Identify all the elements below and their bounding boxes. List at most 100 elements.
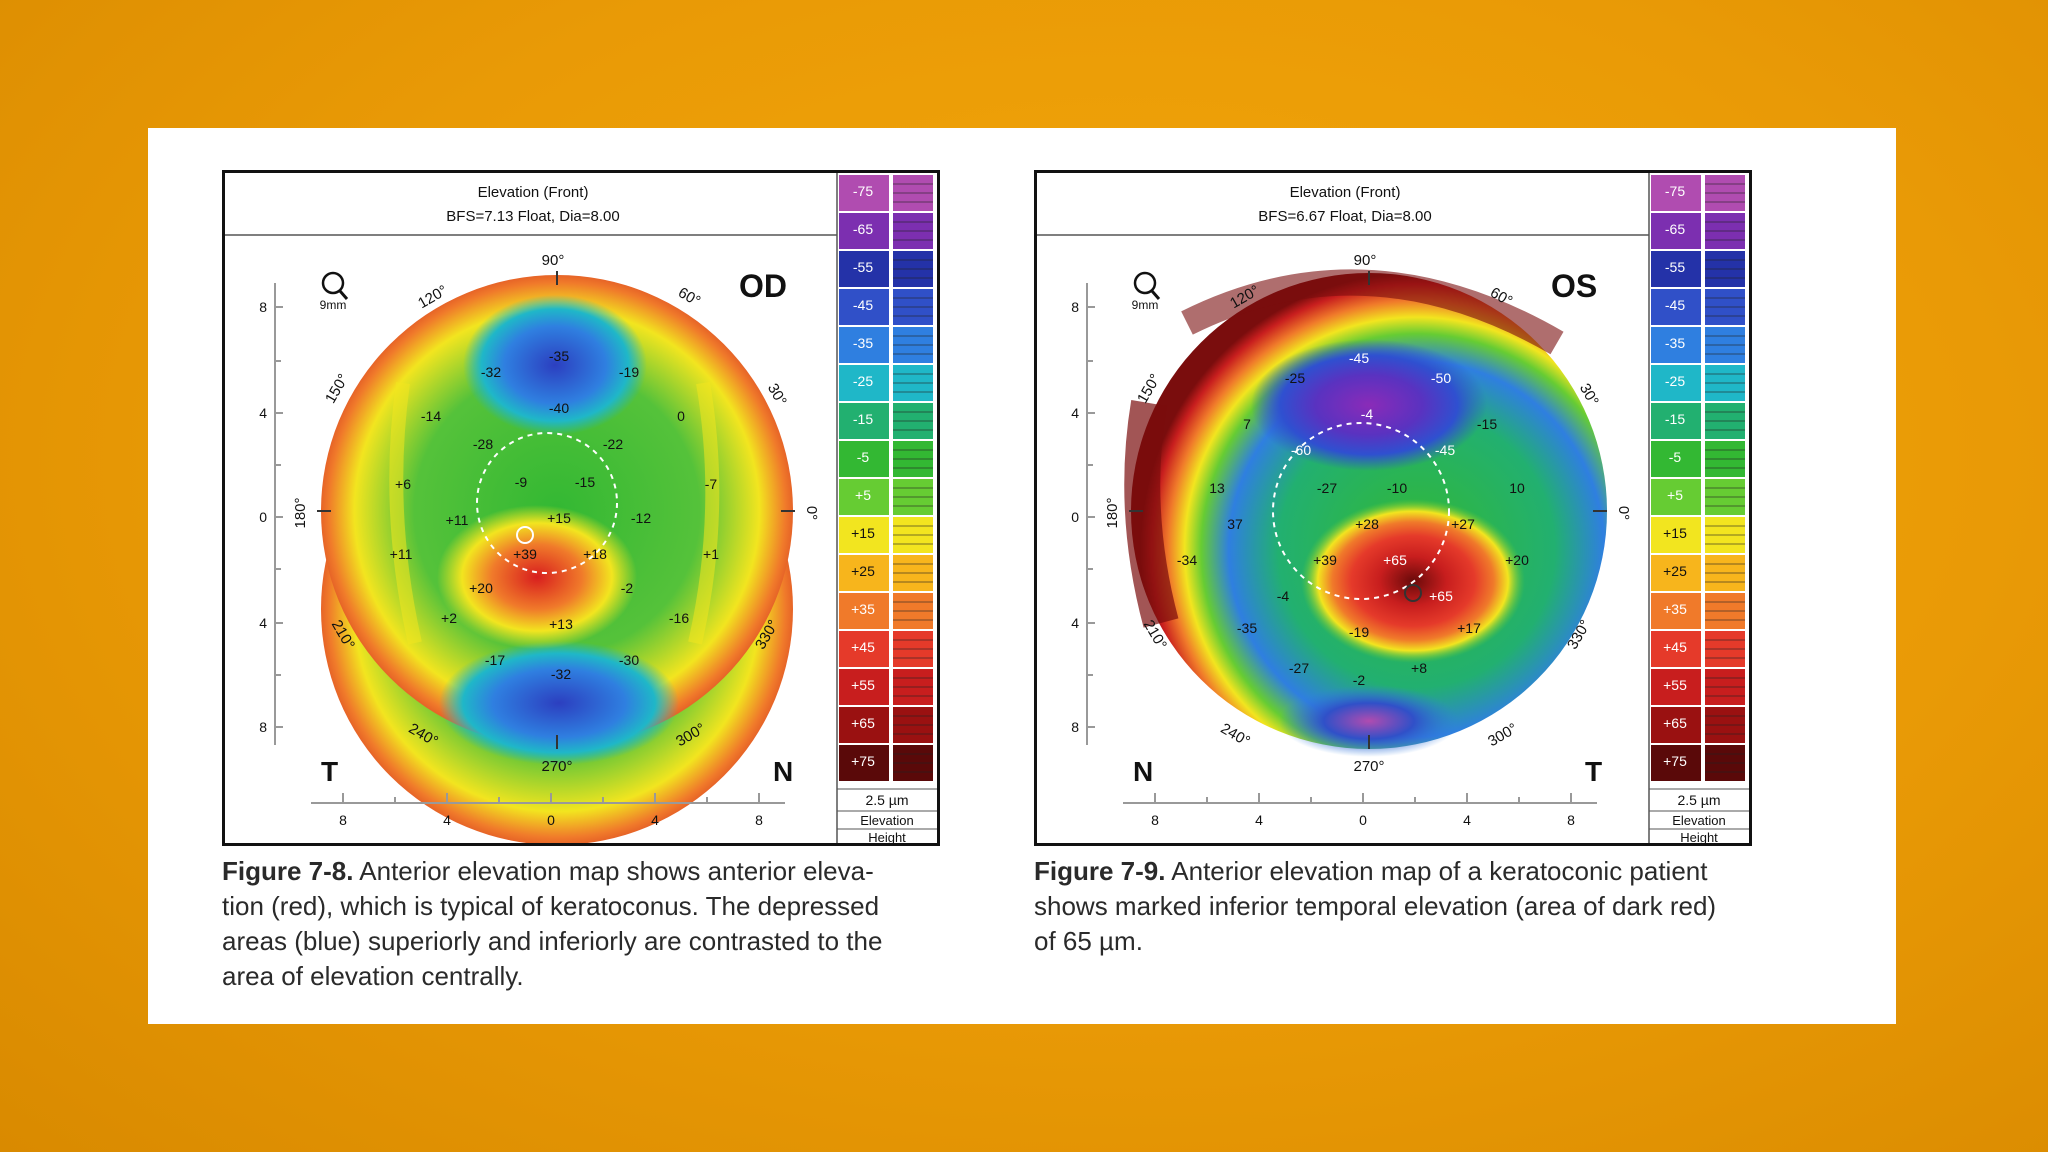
point-value: -15 <box>575 474 595 490</box>
caption-line: tion (red), which is typical of keratoco… <box>222 891 880 921</box>
x-tick-label: 4 <box>1463 812 1471 828</box>
scale-value: +15 <box>1663 525 1687 541</box>
zoom-label: 9mm <box>320 298 347 312</box>
map-header-title: Elevation (Front) <box>478 184 589 201</box>
caption-line: area of elevation centrally. <box>222 961 524 991</box>
point-value: -2 <box>1353 672 1366 688</box>
scale-value: -5 <box>857 449 870 465</box>
scale-swatch <box>839 365 889 401</box>
angle-label: 240° <box>1218 720 1253 750</box>
caption-line: Anterior elevation map shows anterior el… <box>359 856 874 886</box>
angle-label: 180° <box>292 497 309 528</box>
point-value: -15 <box>1477 416 1497 432</box>
point-value: -19 <box>1349 624 1369 640</box>
angle-ticks-od <box>317 271 795 749</box>
x-tick-label: 8 <box>1567 812 1575 828</box>
scale-swatch <box>839 289 889 325</box>
scale-swatch <box>839 555 889 591</box>
scale-footer-resolution: 2.5 µm <box>865 792 908 808</box>
scale-swatch <box>839 593 889 629</box>
y-tick-label: 4 <box>259 405 267 421</box>
scale-swatch <box>839 403 889 439</box>
scale-swatch <box>839 175 889 211</box>
scale-value: -35 <box>853 335 873 351</box>
scale-value: +25 <box>1663 563 1687 579</box>
caption-line: Anterior elevation map of a keratoconic … <box>1171 856 1708 886</box>
x-tick-label: 0 <box>547 812 555 828</box>
caption-line: of 65 µm. <box>1034 926 1143 956</box>
angle-label: 60° <box>675 284 703 310</box>
y-axis-os: 8 4 0 4 8 <box>1071 283 1095 745</box>
scale-value: -35 <box>1665 335 1685 351</box>
scale-swatch <box>1651 213 1701 249</box>
corneal-map-od-disc <box>321 275 793 765</box>
y-tick-label: 8 <box>259 719 267 735</box>
scale-swatch <box>839 327 889 363</box>
point-value: -32 <box>481 364 501 380</box>
point-value: 13 <box>1209 480 1225 496</box>
figure-caption-7-8: Figure 7-8. Anterior elevation map shows… <box>222 854 944 994</box>
point-value: +20 <box>469 580 493 596</box>
scale-swatch <box>1651 593 1701 629</box>
point-value: -14 <box>421 408 441 424</box>
scale-footer-resolution: 2.5 µm <box>1677 792 1720 808</box>
point-value: -40 <box>549 400 569 416</box>
point-value: 0 <box>677 408 685 424</box>
point-value: +18 <box>583 546 607 562</box>
scale-swatch <box>839 441 889 477</box>
scale-swatch <box>1651 669 1701 705</box>
zoom-icon[interactable] <box>321 271 349 300</box>
scale-footer-type: Elevation <box>860 813 913 828</box>
angle-label: 0° <box>1615 506 1632 520</box>
point-value: -9 <box>515 474 528 490</box>
point-value: -32 <box>551 666 571 682</box>
scale-value: +55 <box>851 677 875 693</box>
point-value: +27 <box>1451 516 1475 532</box>
scale-swatch <box>1651 745 1701 781</box>
point-value: +8 <box>1411 660 1427 676</box>
point-value: -45 <box>1349 350 1369 366</box>
point-value: +15 <box>547 510 571 526</box>
point-value: -50 <box>1431 370 1451 386</box>
point-value: -22 <box>603 436 623 452</box>
angle-ticks-os <box>1129 271 1607 749</box>
scale-swatch <box>1651 251 1701 287</box>
angle-label: 90° <box>542 252 565 269</box>
angle-label: 300° <box>1485 720 1520 750</box>
scale-value: +15 <box>851 525 875 541</box>
point-value: -25 <box>1285 370 1305 386</box>
y-tick-label: 8 <box>259 299 267 315</box>
scale-value: -55 <box>1665 259 1685 275</box>
point-value: -45 <box>1435 442 1455 458</box>
point-value: +1 <box>703 546 719 562</box>
point-value: 7 <box>1243 416 1251 432</box>
point-value: +65 <box>1429 588 1453 604</box>
zoom-icon[interactable] <box>1133 271 1161 300</box>
point-value: -19 <box>619 364 639 380</box>
caption-label: Figure 7-9. <box>1034 856 1166 886</box>
y-tick-label: 0 <box>259 509 267 525</box>
x-axis-od: 8 4 0 4 8 <box>311 793 785 828</box>
color-scale-od: -75 -65 -55 -45 -35 -25 -15 -5 +5 +15 +2… <box>836 173 937 843</box>
caption-line: shows marked inferior temporal elevation… <box>1034 891 1717 921</box>
scale-swatch <box>1651 403 1701 439</box>
scale-value: -5 <box>1669 449 1682 465</box>
point-values-od: -35 -32 -19 -40 -14 -28 -22 0 -9 -15 +6 … <box>390 348 720 682</box>
point-value: +17 <box>1457 620 1481 636</box>
scale-swatch <box>839 517 889 553</box>
scale-value: +45 <box>1663 639 1687 655</box>
scale-swatch <box>839 213 889 249</box>
scale-swatch <box>1651 555 1701 591</box>
elevation-map-od: Elevation (Front) BFS=7.13 Float, Dia=8.… <box>222 170 940 846</box>
point-value: +13 <box>549 616 573 632</box>
figure-caption-7-9: Figure 7-9. Anterior elevation map of a … <box>1034 854 1756 959</box>
corner-label-left: T <box>321 756 338 787</box>
point-value: -35 <box>1237 620 1257 636</box>
point-value: -16 <box>669 610 689 626</box>
scale-value: +55 <box>1663 677 1687 693</box>
point-value: +11 <box>446 512 469 528</box>
scale-value: +5 <box>855 487 871 503</box>
scale-value: -25 <box>1665 373 1685 389</box>
point-value: +39 <box>1313 552 1337 568</box>
scale-swatch <box>1651 327 1701 363</box>
